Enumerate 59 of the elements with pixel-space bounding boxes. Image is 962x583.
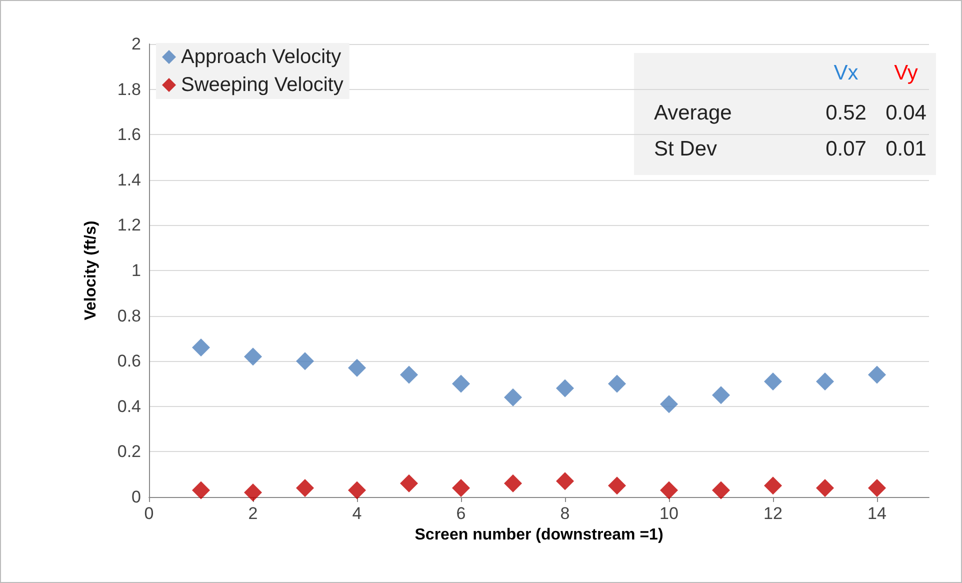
point	[868, 366, 886, 384]
point	[660, 481, 678, 500]
legend-label: Approach Velocity	[181, 46, 342, 68]
x-tick-label: 6	[456, 504, 466, 523]
point	[816, 372, 834, 390]
point	[348, 481, 366, 500]
point	[192, 338, 210, 357]
y-tick-label: 0.6	[117, 352, 141, 371]
x-tick-label: 8	[560, 504, 570, 523]
x-tick-label: 0	[144, 504, 154, 523]
point	[816, 478, 834, 497]
annotation: 0.01	[886, 138, 926, 160]
point	[296, 352, 314, 370]
point	[868, 478, 886, 497]
legend-label: Sweeping Velocity	[181, 74, 344, 96]
point	[296, 478, 314, 497]
point	[452, 374, 470, 393]
x-tick-label: 12	[764, 504, 782, 523]
annotation: Vx	[834, 62, 859, 84]
y-tick-label: 1.6	[117, 125, 141, 144]
y-tick-label: 2	[132, 34, 141, 54]
y-axis-title: Velocity (ft/s)	[82, 220, 100, 320]
x-tick-label: 10	[660, 504, 678, 523]
point	[504, 388, 522, 406]
x-tick-label: 14	[868, 504, 886, 523]
y-tick-label: 0.4	[117, 396, 141, 416]
point	[608, 476, 626, 495]
y-tick-label: 1	[132, 261, 141, 280]
point	[192, 481, 210, 500]
x-axis-title: Screen number (downstream =1)	[414, 526, 664, 544]
y-tick-label: 1.2	[117, 216, 141, 235]
annotation: St Dev	[654, 138, 718, 160]
annotation: 0.52	[826, 102, 866, 124]
point	[608, 374, 626, 393]
annotation: 0.07	[826, 138, 866, 160]
y-tick-label: 0.2	[117, 442, 141, 462]
point	[660, 395, 678, 414]
point	[556, 379, 574, 398]
x-tick-label: 2	[248, 504, 258, 523]
y-tick-label: 0	[132, 488, 141, 506]
point	[764, 476, 782, 495]
point	[244, 483, 262, 502]
annotation: Vy	[894, 62, 918, 84]
y-tick-label: 1.8	[117, 80, 141, 99]
x-tick-label: 4	[352, 504, 362, 523]
point	[400, 474, 418, 492]
point	[400, 366, 418, 384]
point	[504, 474, 522, 492]
point	[348, 358, 366, 377]
y-tick-label: 0.8	[117, 306, 141, 326]
point	[556, 472, 574, 490]
annotation: 0.04	[886, 102, 927, 124]
point	[712, 481, 730, 500]
y-tick-label: 1.4	[117, 170, 141, 190]
annotation: Average	[654, 102, 732, 124]
point	[712, 386, 730, 404]
point	[764, 372, 782, 390]
point	[244, 348, 262, 366]
point	[452, 478, 470, 497]
